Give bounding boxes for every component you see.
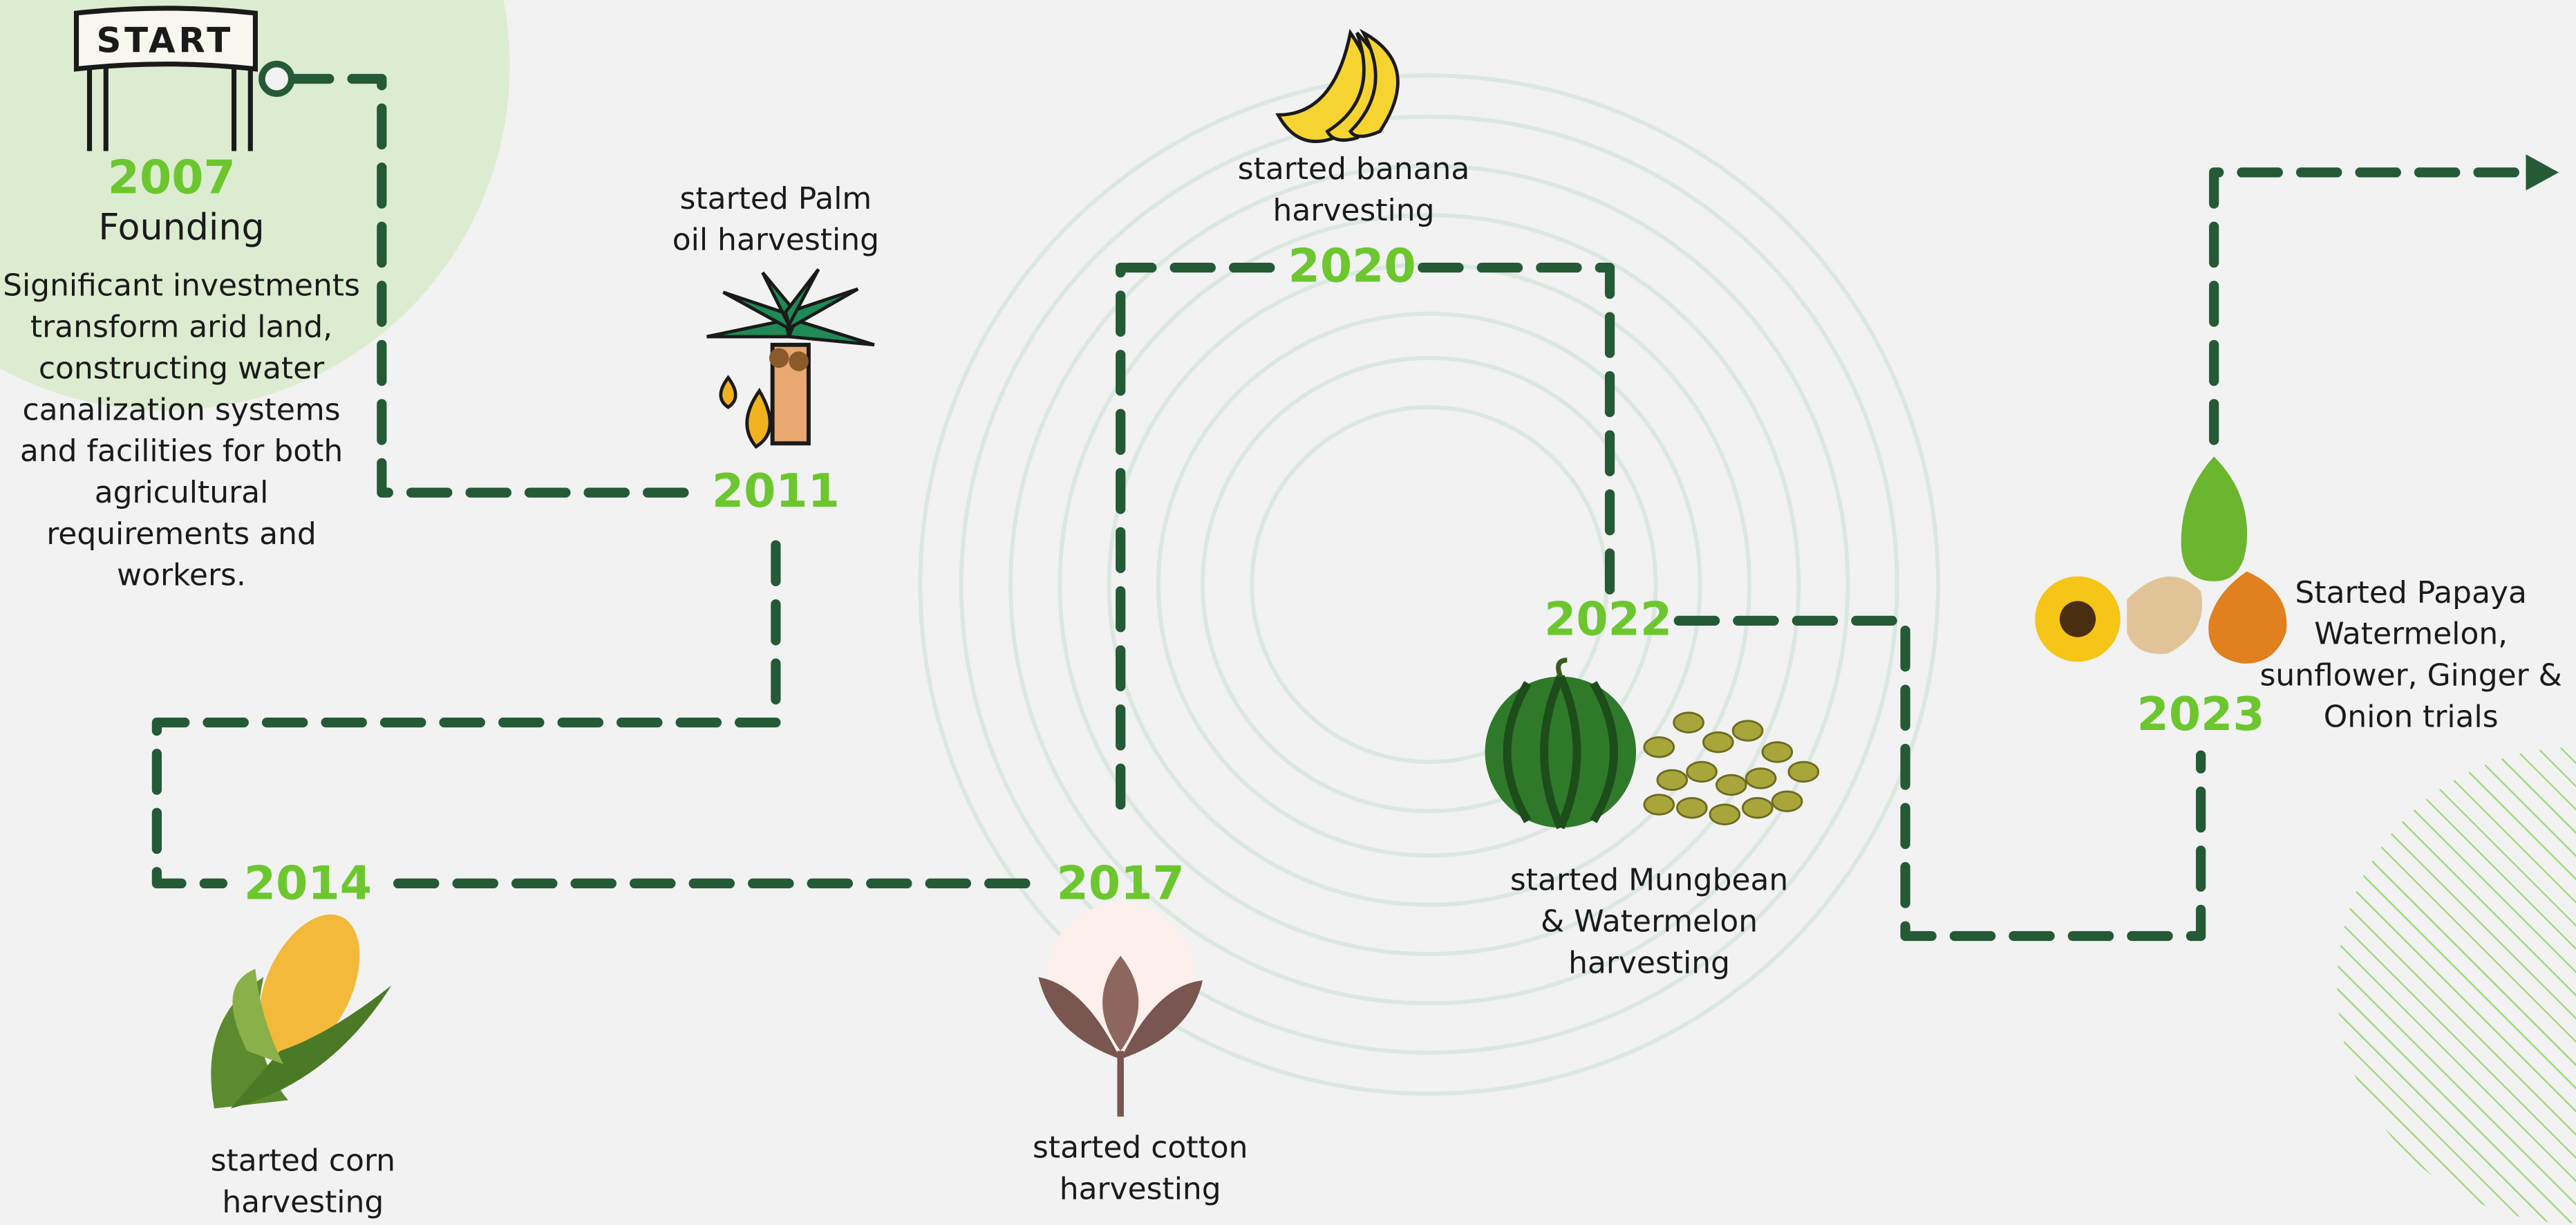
milestone-description: harvesting	[1568, 945, 1730, 980]
milestone-description: & Watermelon	[1541, 904, 1758, 939]
year: 2014	[244, 857, 372, 910]
milestone-description: started Mungbean	[1510, 863, 1788, 898]
milestone-description: Significant investments	[3, 268, 360, 303]
milestone-description: canalization systems	[22, 392, 340, 427]
milestone-description: harvesting	[1273, 193, 1435, 228]
year: 2020	[1288, 239, 1416, 293]
milestone-description: oil harvesting	[673, 223, 879, 258]
page: {"start_label": "START", "milestones": […	[0, 0, 2576, 1225]
year: 2022	[1544, 592, 1672, 646]
milestone-description: Watermelon,	[2314, 617, 2508, 652]
timeline: START	[0, 0, 2576, 1225]
milestone-description: started banana	[1238, 151, 1470, 187]
milestone-description: started cotton	[1033, 1130, 1248, 1166]
milestone-description: Started Papaya	[2295, 575, 2527, 610]
milestone-description: workers.	[117, 558, 246, 593]
milestone-description: transform arid land,	[30, 310, 332, 345]
milestone-description: harvesting	[222, 1185, 384, 1220]
milestone-description: started corn	[211, 1143, 395, 1179]
milestone-description: Onion trials	[2324, 699, 2499, 734]
year: 2017	[1057, 857, 1185, 910]
milestone-description: harvesting	[1060, 1172, 1221, 1207]
year: 2007	[108, 150, 236, 204]
milestone-description: started Palm	[680, 181, 872, 216]
milestone-description: and facilities for both	[20, 433, 343, 469]
milestone-title: Founding	[98, 207, 264, 249]
milestone-description: requirements and	[46, 516, 317, 552]
milestone-description: constructing water	[39, 350, 325, 386]
year: 2023	[2137, 687, 2265, 741]
year: 2011	[712, 464, 840, 518]
milestone-description: agricultural	[95, 475, 269, 510]
start-label: START	[96, 20, 234, 60]
milestone-description: sunflower, Ginger &	[2260, 658, 2562, 693]
